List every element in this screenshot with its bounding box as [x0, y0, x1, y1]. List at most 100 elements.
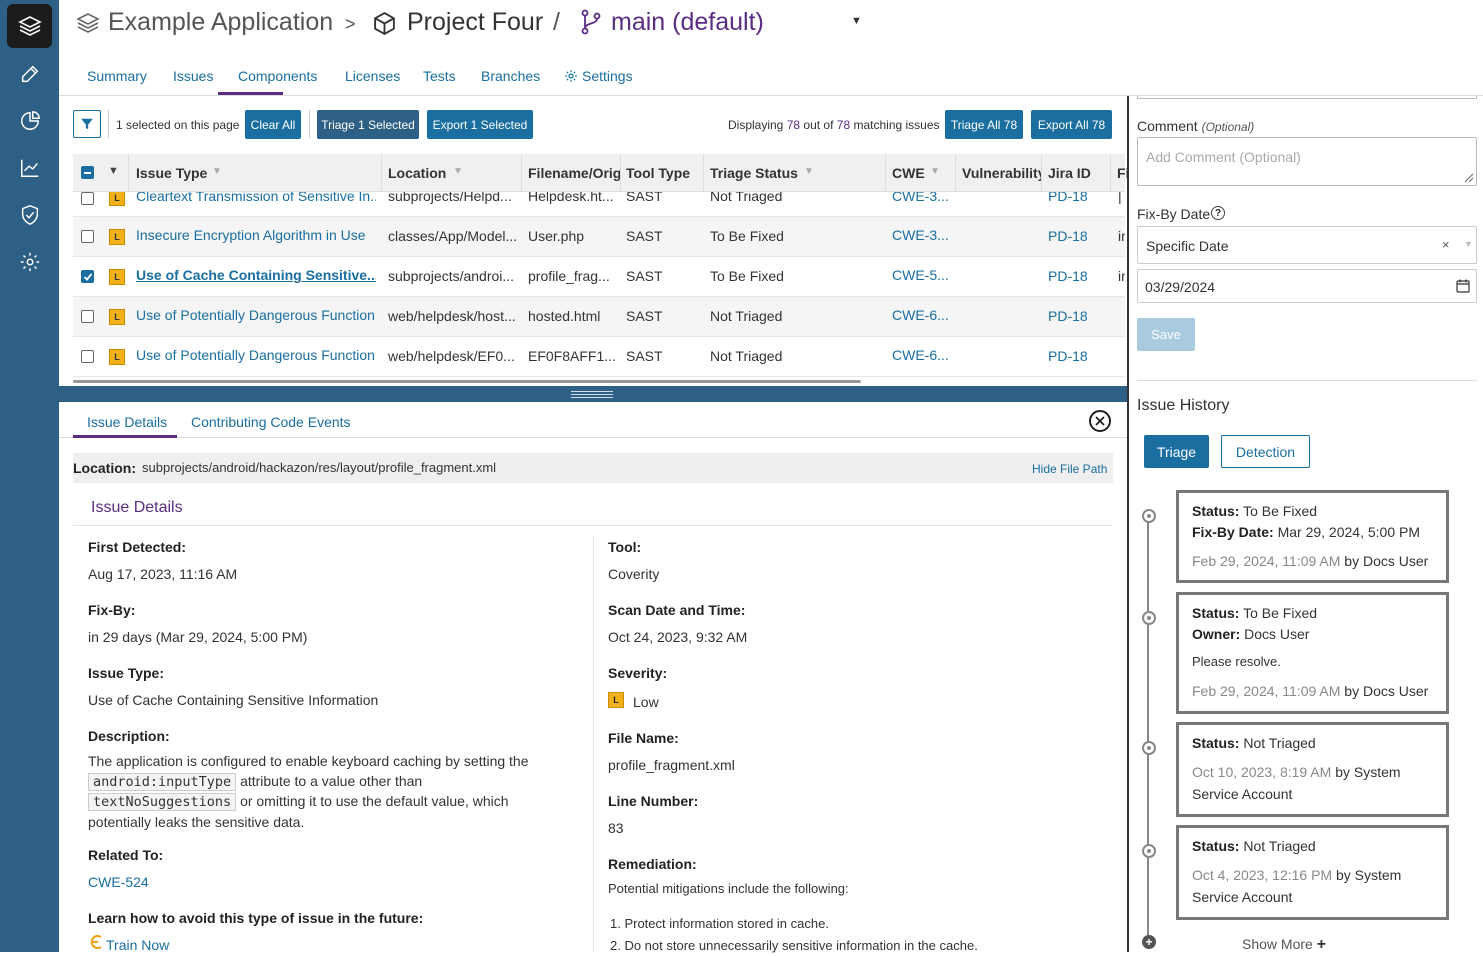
chevron-down-icon[interactable]: ▼ [1464, 239, 1473, 249]
breadcrumb-project[interactable]: Project Four [407, 8, 544, 36]
table-row-selected[interactable]: L Use of Cache Containing Sensitive... s… [73, 257, 1125, 297]
layers-logo-icon[interactable] [7, 4, 52, 48]
column-jira-id[interactable]: Jira ID [1048, 165, 1091, 181]
location-cell: classes/App/Model... [388, 228, 518, 244]
sort-caret-icon[interactable]: ▼ [804, 166, 814, 177]
tab-issues[interactable]: Issues [173, 68, 214, 84]
fix-by-date-input[interactable]: 03/29/2024 [1137, 269, 1477, 303]
fix-by-date-select[interactable]: Specific Date × ▼ [1137, 226, 1477, 264]
tab-settings[interactable]: Settings [582, 68, 633, 84]
timeline-dot-icon [1142, 844, 1156, 858]
table-row[interactable]: L Use of Potentially Dangerous Function … [73, 337, 1125, 377]
close-icon[interactable] [1089, 410, 1111, 432]
jira-link[interactable]: PD-18 [1048, 308, 1088, 324]
history-entry: Status: To Be Fixed Owner: Docs User Ple… [1176, 592, 1449, 714]
breadcrumb-app[interactable]: Example Application [108, 8, 334, 36]
table-row[interactable]: L Cleartext Transmission of Sensitive In… [73, 192, 1125, 217]
tool-label: Tool: [608, 539, 642, 555]
row-checkbox-checked[interactable] [81, 270, 94, 283]
row-checkbox[interactable] [81, 192, 94, 205]
breadcrumb-separator-slash: / [553, 8, 560, 36]
gear-icon[interactable] [17, 249, 43, 275]
jira-link[interactable]: PD-18 [1048, 348, 1088, 364]
line-number-label: Line Number: [608, 793, 699, 809]
jira-link[interactable]: PD-18 [1048, 268, 1088, 284]
pane-resize-handle[interactable] [59, 386, 1127, 402]
column-truncated[interactable]: Fi [1117, 165, 1127, 181]
tab-tests[interactable]: Tests [423, 68, 456, 84]
table-row[interactable]: L Use of Potentially Dangerous Function … [73, 297, 1125, 337]
table-row[interactable]: L Insecure Encryption Algorithm in Use c… [73, 217, 1125, 257]
nav-sidebar [0, 0, 59, 952]
tab-branches[interactable]: Branches [481, 68, 541, 84]
cwe-link[interactable]: CWE-6... [892, 347, 949, 363]
filter-button[interactable] [73, 110, 101, 138]
history-detection-button[interactable]: Detection [1221, 435, 1310, 468]
sort-caret-icon[interactable]: ▼ [930, 166, 940, 177]
column-cwe[interactable]: CWE [892, 165, 925, 181]
column-tool-type[interactable]: Tool Type [626, 165, 691, 181]
tab-licenses[interactable]: Licenses [345, 68, 401, 84]
filter-icon [81, 118, 93, 130]
triage-all-button[interactable]: Triage All 78 [945, 110, 1023, 139]
issue-type-link[interactable]: Use of Potentially Dangerous Function [136, 347, 375, 363]
issue-type-link[interactable]: Insecure Encryption Algorithm in Use [136, 227, 366, 243]
train-now-link[interactable]: Train Now [106, 937, 170, 953]
filename-cell: profile_frag... [528, 268, 610, 284]
pen-icon[interactable] [17, 61, 43, 87]
row-checkbox[interactable] [81, 310, 94, 323]
save-button[interactable]: Save [1137, 318, 1195, 351]
shield-check-icon[interactable] [17, 202, 43, 228]
row-checkbox[interactable] [81, 230, 94, 243]
cwe-link[interactable]: CWE-3... [892, 192, 949, 204]
tab-components[interactable]: Components [238, 68, 318, 84]
export-all-button[interactable]: Export All 78 [1031, 110, 1112, 139]
issue-type-link[interactable]: Use of Potentially Dangerous Function [136, 307, 375, 323]
tab-summary[interactable]: Summary [87, 68, 147, 84]
branch-selector[interactable]: main (default) [611, 8, 764, 36]
issue-history-title: Issue History [1137, 397, 1230, 414]
learn-label: Learn how to avoid this type of issue in… [88, 910, 424, 926]
column-filename[interactable]: Filename/Orig [528, 165, 620, 181]
sort-caret-icon[interactable]: ▼ [212, 166, 222, 177]
history-triage-button[interactable]: Triage [1144, 435, 1209, 468]
clear-selection-icon[interactable]: × [1442, 237, 1450, 252]
clear-all-button[interactable]: Clear All [245, 110, 301, 139]
jira-link[interactable]: PD-18 [1048, 192, 1088, 204]
remediation-intro: Potential mitigations include the follow… [608, 881, 849, 896]
detail-tabs: Issue Details Contributing Code Events [59, 402, 1127, 438]
horizontal-scrollbar[interactable] [73, 380, 861, 383]
tab-contributing-code-events[interactable]: Contributing Code Events [191, 414, 351, 430]
tool-cell: SAST [626, 268, 663, 284]
scan-date-label: Scan Date and Time: [608, 602, 746, 618]
cwe-link[interactable]: CWE-6... [892, 307, 949, 323]
trend-chart-icon[interactable] [17, 155, 43, 181]
triage-selected-button[interactable]: Triage 1 Selected [317, 110, 419, 139]
select-menu-caret-icon[interactable]: ▼ [108, 165, 119, 177]
sort-caret-icon[interactable]: ▼ [453, 166, 463, 177]
export-selected-button[interactable]: Export 1 Selected [427, 110, 533, 139]
tab-issue-details[interactable]: Issue Details [87, 414, 168, 430]
pie-chart-icon[interactable] [17, 108, 43, 134]
git-branch-icon [579, 9, 603, 40]
cwe-link[interactable]: CWE-3... [892, 227, 949, 243]
issue-type-link[interactable]: Cleartext Transmission of Sensitive In..… [136, 192, 376, 204]
related-cwe-link[interactable]: CWE-524 [88, 874, 149, 890]
jira-link[interactable]: PD-18 [1048, 228, 1088, 244]
comment-textarea[interactable]: Add Comment (Optional) [1137, 137, 1477, 186]
select-all-checkbox[interactable] [81, 166, 94, 179]
issue-type-link[interactable]: Use of Cache Containing Sensitive... [136, 267, 376, 283]
help-icon[interactable]: ? [1211, 206, 1225, 220]
branch-dropdown-caret-icon[interactable]: ▼ [851, 15, 862, 27]
column-location[interactable]: Location [388, 165, 447, 181]
column-issue-type[interactable]: Issue Type [136, 165, 208, 181]
hide-file-path-link[interactable]: Hide File Path [1032, 462, 1108, 476]
column-vulnerability[interactable]: Vulnerability [962, 165, 1041, 181]
location-cell: subprojects/Helpd... [388, 192, 512, 204]
column-triage-status[interactable]: Triage Status [710, 165, 798, 181]
remediation-label: Remediation: [608, 856, 697, 872]
cwe-link[interactable]: CWE-5... [892, 267, 949, 283]
show-more-button[interactable]: Show More + [1242, 936, 1327, 953]
row-checkbox[interactable] [81, 350, 94, 363]
file-name-label: File Name: [608, 730, 679, 746]
